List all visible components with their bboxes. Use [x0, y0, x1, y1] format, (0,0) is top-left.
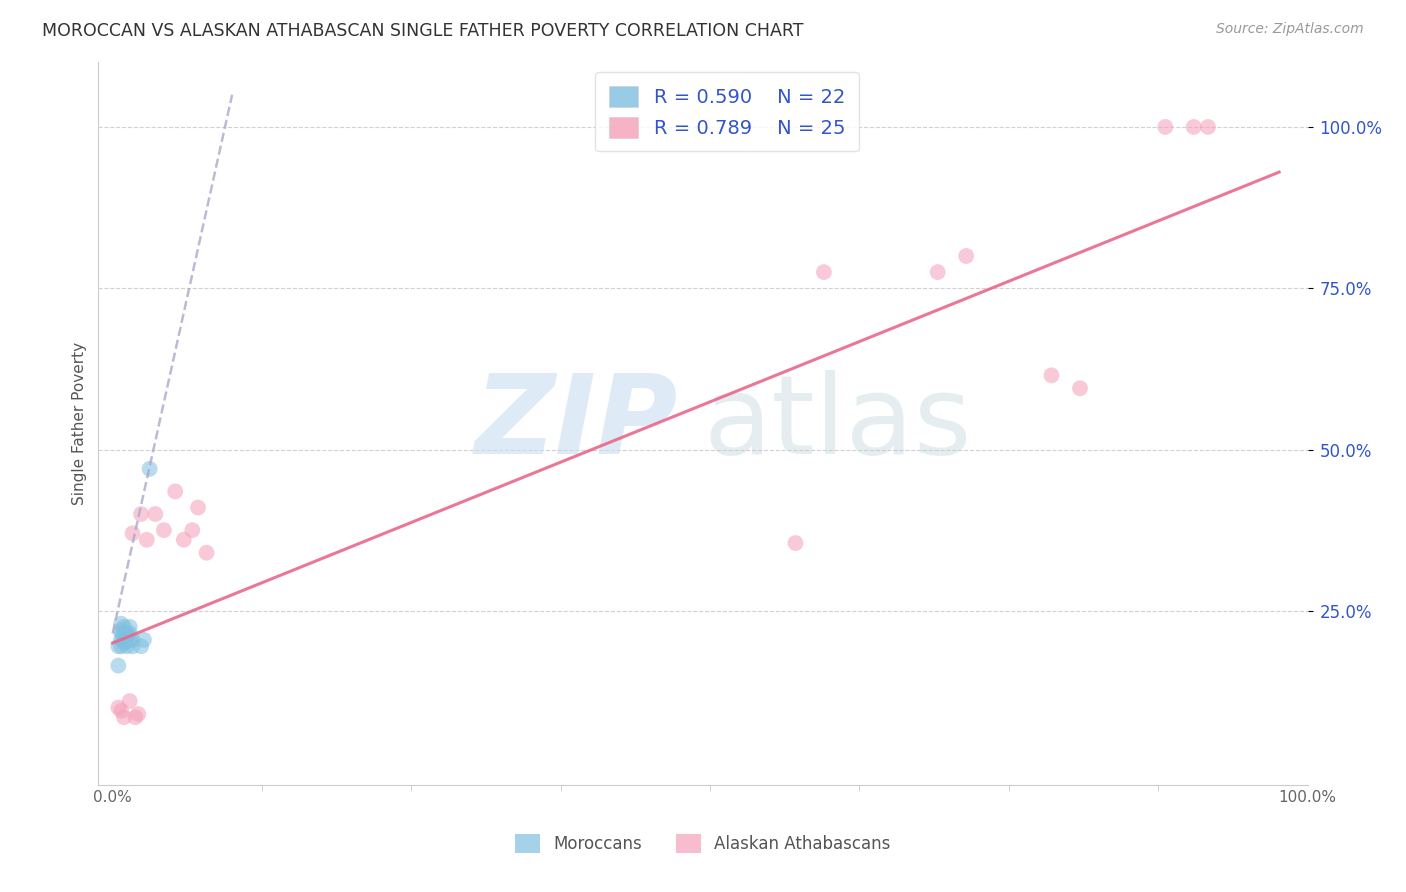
Point: [110, 704, 132, 718]
Point: [129, 507, 152, 521]
Point: [112, 710, 135, 724]
Point: [112, 630, 135, 644]
Point: [107, 700, 129, 714]
Point: [173, 533, 195, 547]
Text: atlas: atlas: [703, 370, 972, 477]
Point: [785, 536, 807, 550]
Point: [118, 632, 141, 647]
Point: [813, 265, 835, 279]
Text: ZIP: ZIP: [475, 370, 679, 477]
Point: [187, 500, 209, 515]
Point: [138, 462, 160, 476]
Point: [927, 265, 949, 279]
Point: [121, 632, 143, 647]
Y-axis label: Single Father Poverty: Single Father Poverty: [72, 343, 87, 505]
Point: [135, 533, 157, 547]
Point: [1197, 120, 1219, 134]
Point: [121, 640, 143, 654]
Point: [110, 626, 132, 640]
Point: [112, 620, 135, 634]
Point: [153, 523, 176, 537]
Point: [110, 640, 132, 654]
Point: [132, 632, 155, 647]
Point: [110, 632, 132, 647]
Point: [181, 523, 204, 537]
Point: [115, 626, 138, 640]
Point: [107, 658, 129, 673]
Point: [1040, 368, 1063, 383]
Point: [124, 710, 146, 724]
Point: [107, 640, 129, 654]
Point: [1154, 120, 1177, 134]
Point: [112, 636, 135, 650]
Point: [118, 694, 141, 708]
Point: [955, 249, 977, 263]
Point: [1069, 381, 1091, 395]
Point: [195, 546, 218, 560]
Point: [1182, 120, 1205, 134]
Point: [110, 623, 132, 637]
Point: [112, 626, 135, 640]
Point: [165, 484, 187, 499]
Point: [121, 526, 143, 541]
Legend: Moroccans, Alaskan Athabascans: Moroccans, Alaskan Athabascans: [509, 828, 897, 860]
Text: MOROCCAN VS ALASKAN ATHABASCAN SINGLE FATHER POVERTY CORRELATION CHART: MOROCCAN VS ALASKAN ATHABASCAN SINGLE FA…: [42, 22, 804, 40]
Point: [115, 630, 138, 644]
Point: [129, 640, 152, 654]
Point: [127, 706, 149, 721]
Point: [118, 620, 141, 634]
Point: [118, 626, 141, 640]
Point: [115, 640, 138, 654]
Point: [143, 507, 166, 521]
Text: Source: ZipAtlas.com: Source: ZipAtlas.com: [1216, 22, 1364, 37]
Point: [110, 616, 132, 631]
